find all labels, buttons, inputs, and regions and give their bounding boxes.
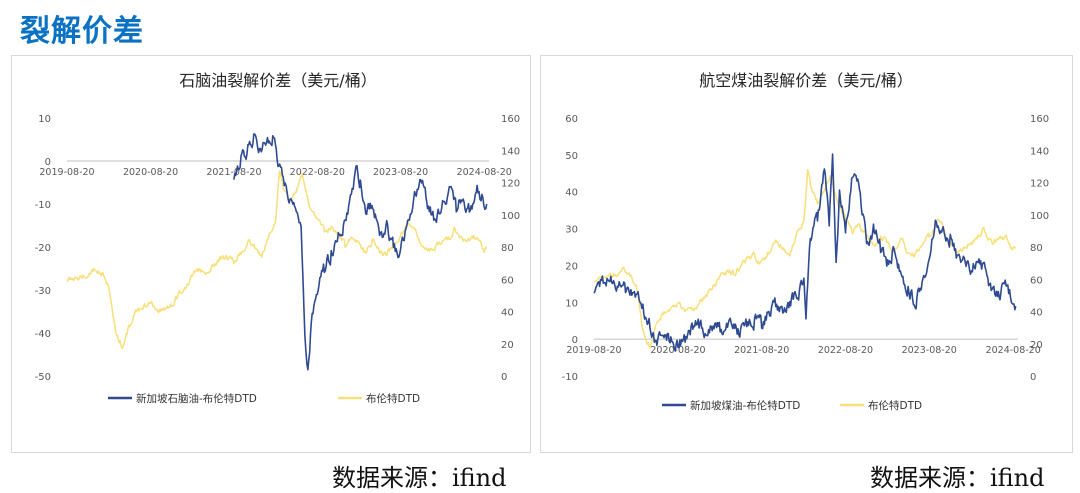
legend-label: 新加坡煤油-布伦特DTD — [690, 399, 800, 412]
y-left-tick-label: 10 — [38, 114, 51, 125]
x-tick-label: 2021-08-20 — [734, 345, 789, 356]
y-left-tick-label: -10 — [562, 372, 578, 383]
y-right-tick-label: 80 — [501, 243, 514, 254]
y-left-tick-label: 60 — [565, 114, 578, 125]
y-right-tick-label: 80 — [1030, 243, 1043, 254]
y-right-tick-label: 40 — [1030, 308, 1043, 319]
y-left-tick-label: 40 — [565, 188, 578, 199]
y-left-tick-label: 0 — [45, 157, 51, 168]
y-left-tick-label: -40 — [35, 329, 51, 340]
data-source-right: 数据来源：ifind — [870, 464, 1045, 492]
series-line-brent — [66, 170, 488, 350]
x-tick-label: 2019-08-20 — [39, 167, 94, 178]
y-left-tick-label: 30 — [565, 225, 578, 236]
y-right-tick-label: 60 — [1030, 275, 1043, 286]
y-right-tick-label: 140 — [501, 146, 520, 157]
y-right-tick-label: 40 — [501, 308, 514, 319]
x-tick-label: 2023-08-20 — [373, 167, 428, 178]
x-tick-label: 2020-08-20 — [650, 345, 705, 356]
series-line-crack-spread — [593, 153, 1017, 352]
legend-label: 新加坡石脑油-布伦特DTD — [136, 392, 257, 405]
x-tick-label: 2024-08-20 — [986, 345, 1041, 356]
page-title: 裂解价差 — [20, 14, 144, 49]
y-right-tick-label: 20 — [1030, 340, 1043, 351]
y-right-tick-label: 60 — [501, 275, 514, 286]
jet-fuel-crack-spread-chart: 航空煤油裂解价差（美元/桶） 60 50 40 30 20 10 0 -10 160 140 120 1… — [540, 55, 1073, 453]
legend-label: 布伦特DTD — [366, 392, 420, 405]
y-left-tick-label: 0 — [572, 335, 578, 346]
y-right-tick-label: 120 — [1030, 179, 1049, 190]
y-right-tick-label: 100 — [1030, 211, 1049, 222]
series-line-crack-spread — [233, 133, 488, 371]
naphtha-crack-spread-chart: 石脑油裂解价差（美元/桶） 10 0 -10 -20 -30 -40 -50 160 140 120… — [11, 55, 531, 453]
y-right-tick-label: 100 — [501, 211, 520, 222]
y-left-tick-label: -30 — [35, 286, 51, 297]
x-tick-label: 2019-08-20 — [566, 345, 621, 356]
y-right-tick-label: 160 — [1030, 114, 1049, 125]
x-tick-label: 2022-08-20 — [818, 345, 873, 356]
y-left-tick-label: -50 — [35, 372, 51, 383]
x-tick-label: 2023-08-20 — [902, 345, 957, 356]
y-right-tick-label: 160 — [501, 114, 520, 125]
chart-title: 航空煤油裂解价差（美元/桶） — [699, 71, 912, 90]
y-left-tick-label: 10 — [565, 298, 578, 309]
series-line-brent — [593, 168, 1017, 349]
chart-title: 石脑油裂解价差（美元/桶） — [179, 71, 376, 90]
y-right-tick-label: 20 — [501, 340, 514, 351]
x-tick-label: 2024-08-20 — [457, 167, 512, 178]
x-tick-label: 2022-08-20 — [290, 167, 345, 178]
jet-fuel-chart-svg: 航空煤油裂解价差（美元/桶）6050403020100-101601401201… — [562, 71, 1049, 412]
y-right-tick-label: 0 — [1030, 372, 1036, 383]
y-right-tick-label: 0 — [501, 372, 507, 383]
y-left-tick-label: 50 — [565, 151, 578, 162]
y-left-tick-label: 20 — [565, 261, 578, 272]
y-right-tick-label: 140 — [1030, 146, 1049, 157]
y-left-tick-label: -20 — [35, 243, 51, 254]
x-tick-label: 2020-08-20 — [123, 167, 178, 178]
legend-label: 布伦特DTD — [868, 399, 922, 412]
x-tick-label: 2021-08-20 — [206, 167, 261, 178]
data-source-left: 数据来源：ifind — [332, 464, 507, 492]
y-right-tick-label: 120 — [501, 179, 520, 190]
naphtha-chart-svg: 石脑油裂解价差（美元/桶）100-10-20-30-40-50160140120… — [35, 71, 520, 405]
y-left-tick-label: -10 — [35, 200, 51, 211]
